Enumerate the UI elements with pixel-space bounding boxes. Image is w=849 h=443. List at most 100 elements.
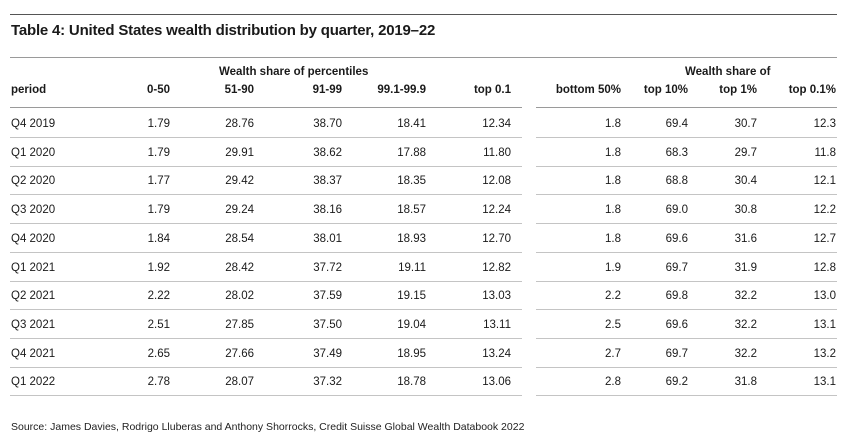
table-cell: 13.06	[482, 376, 511, 389]
column-header-2: 51-90	[224, 84, 254, 96]
table-cell: 32.2	[734, 290, 757, 303]
row-separator	[536, 309, 837, 311]
column-header-4: 99.1-99.9	[377, 84, 426, 96]
table-cell: 1.84	[147, 232, 170, 245]
table-cell: 13.03	[482, 290, 511, 303]
table-cell: 38.01	[313, 232, 342, 245]
column-header-3: 91-99	[312, 84, 342, 96]
table-row-period: Q4 2019	[11, 118, 56, 130]
table-cell: 2.22	[147, 290, 170, 303]
table-row-period: Q3 2020	[11, 204, 56, 217]
table-cell: 30.4	[734, 175, 757, 188]
table-cell: 12.82	[482, 261, 511, 274]
row-separator	[536, 194, 837, 196]
table-cell: 32.2	[734, 318, 757, 331]
table-cell: 18.57	[397, 204, 426, 217]
table-cell: 19.11	[398, 261, 426, 274]
table-cell: 32.2	[734, 347, 757, 360]
table-row-period: Q4 2020	[11, 232, 56, 245]
column-header-1: 0-50	[146, 84, 170, 96]
table-cell: 38.70	[313, 118, 342, 130]
column-header-period: period	[11, 84, 47, 96]
row-separator	[10, 251, 522, 253]
table-title: Table 4: United States wealth distributi…	[11, 22, 436, 39]
row-separator	[10, 337, 522, 339]
table-row-period: Q1 2020	[11, 146, 56, 159]
table-cell: 19.15	[397, 290, 426, 303]
table-cell: 2.65	[147, 347, 170, 360]
table-cell: 18.78	[397, 376, 426, 389]
table-cell: 12.34	[482, 118, 511, 130]
table-cell: 1.8	[605, 204, 621, 217]
table-cell: 18.93	[397, 232, 426, 245]
column-header-right-0: bottom 50%	[555, 84, 621, 96]
table-row-period: Q3 2021	[11, 318, 56, 331]
table-cell: 69.2	[665, 376, 688, 389]
row-separator	[536, 366, 837, 368]
row-separator	[10, 309, 522, 311]
table-cell: 1.9	[605, 261, 621, 274]
table-cell: 29.91	[225, 146, 254, 159]
row-separator	[10, 395, 522, 397]
table-cell: 13.1	[813, 376, 836, 389]
table-cell: 29.7	[734, 146, 757, 159]
table-cell: 2.2	[605, 290, 621, 303]
column-header-5: top 0.1	[473, 84, 511, 96]
table-cell: 19.04	[397, 318, 426, 331]
table-cell: 38.16	[313, 204, 342, 217]
table-cell: 13.0	[813, 290, 836, 303]
table-cell: 30.8	[734, 204, 757, 217]
table-cell: 1.79	[147, 118, 170, 130]
row-separator	[536, 137, 837, 138]
row-separator	[10, 223, 522, 225]
table-cell: 30.7	[734, 118, 757, 130]
row-separator	[536, 337, 837, 339]
table-cell: 37.32	[313, 376, 342, 389]
row-separator	[10, 280, 522, 282]
row-separator	[10, 165, 522, 167]
row-separator	[10, 194, 522, 196]
table-row-period: Q1 2021	[11, 261, 56, 274]
table-cell: 1.92	[147, 261, 170, 274]
table-cell: 69.7	[665, 261, 688, 274]
table-cell: 2.7	[605, 347, 621, 360]
table-cell: 31.8	[734, 376, 757, 389]
table-cell: 12.3	[813, 118, 836, 130]
table-cell: 37.59	[313, 290, 342, 303]
table-cell: 38.62	[313, 146, 342, 159]
table-cell: 68.3	[665, 146, 688, 159]
table-cell: 2.5	[605, 318, 621, 331]
table-cell: 12.8	[813, 261, 836, 274]
table-cell: 12.70	[482, 232, 511, 245]
header-rule-left	[10, 107, 522, 108]
row-separator	[536, 165, 837, 167]
row-separator	[10, 366, 522, 368]
table-cell: 17.88	[397, 146, 426, 159]
table-cell: 2.51	[147, 318, 170, 331]
table-cell: 12.1	[813, 175, 836, 188]
table-cell: 37.49	[313, 347, 342, 360]
table-cell: 69.6	[665, 232, 688, 245]
row-separator	[536, 223, 837, 225]
table-cell: 28.76	[225, 118, 254, 130]
table-cell: 27.66	[225, 347, 254, 360]
table-cell: 13.11	[483, 318, 511, 331]
table-cell: 1.77	[147, 175, 170, 188]
table-cell: 11.80	[483, 146, 511, 159]
table-row-period: Q2 2021	[11, 290, 56, 303]
header-rule-right	[536, 107, 837, 108]
table-cell: 27.85	[225, 318, 254, 331]
top-rule	[10, 14, 837, 15]
table-cell: 29.42	[225, 175, 254, 188]
table-cell: 69.0	[665, 204, 688, 217]
table-cell: 1.8	[605, 232, 621, 245]
table-cell: 37.72	[313, 261, 342, 274]
table-cell: 1.8	[605, 175, 621, 188]
table-cell: 1.8	[605, 146, 621, 159]
source-note: Source: James Davies, Rodrigo Lluberas a…	[11, 421, 525, 433]
table-cell: 13.1	[813, 318, 836, 331]
table-cell: 1.79	[147, 204, 170, 217]
column-header-right-3: top 0.1%	[788, 84, 836, 96]
table-row-period: Q4 2021	[11, 347, 56, 360]
table-cell: 68.8	[665, 175, 688, 188]
